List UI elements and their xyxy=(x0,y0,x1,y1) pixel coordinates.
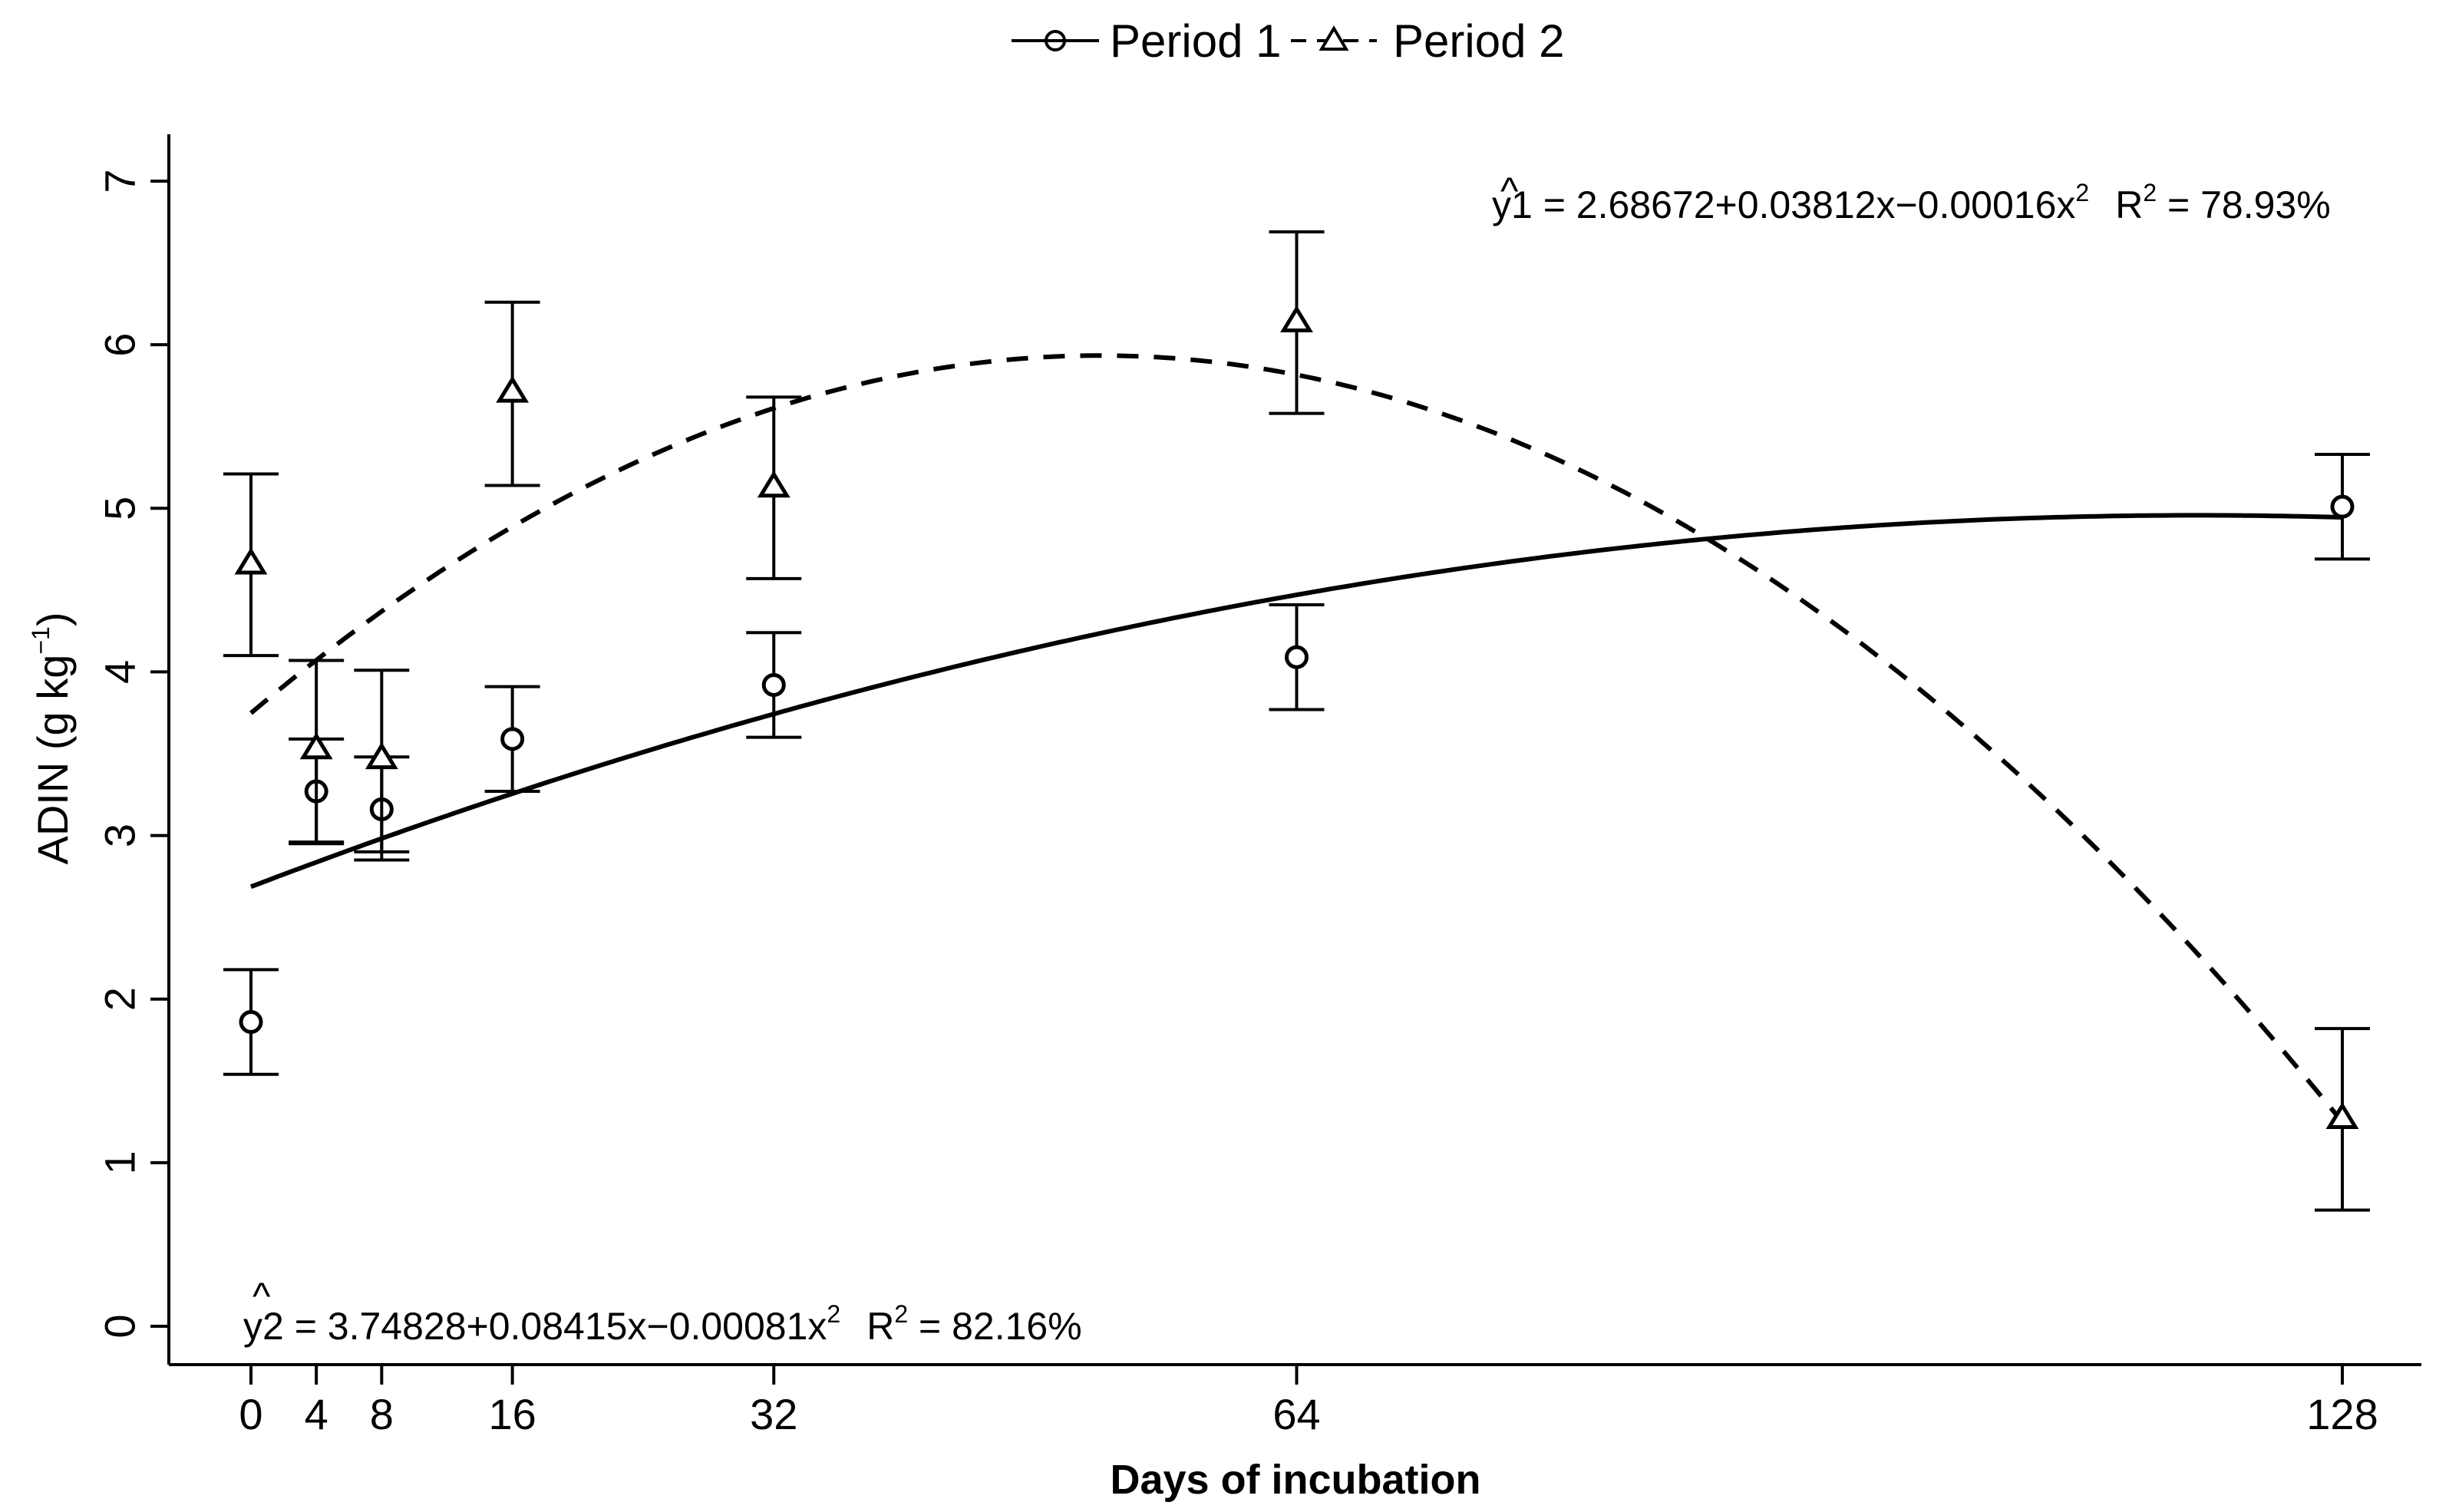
equation-1-text: y1 = 2.68672+0.03812x−0.00016x2 R2 = 78.9… xyxy=(1492,179,2331,226)
fit-curve-period-2 xyxy=(249,353,2345,1124)
equation-2-body: = 3.74828+0.08415x−0.00081x xyxy=(284,1305,827,1348)
equation-1-body: = 2.68672+0.03812x−0.00016x xyxy=(1533,183,2076,226)
legend-marker-circle xyxy=(1045,30,1066,51)
legend: Period 1 Period 2 xyxy=(1012,15,1564,67)
legend-marker-triangle xyxy=(1319,25,1349,51)
y-tick-label: 3 xyxy=(96,824,144,847)
equation-2-hat: ^ xyxy=(252,1275,271,1318)
legend-label-period-1: Period 1 xyxy=(1110,15,1281,67)
data-point-circle xyxy=(761,672,786,697)
x-ticks: 0 4 8 16 32 64 128 xyxy=(239,1365,2378,1438)
data-point-circle xyxy=(2330,494,2355,519)
data-point-circle xyxy=(239,1010,263,1035)
equation-2-r: R xyxy=(866,1305,894,1348)
y-tick-label: 4 xyxy=(96,660,144,684)
fit-curve-period-1 xyxy=(249,513,2343,890)
equation-2-r-exp: 2 xyxy=(894,1300,908,1328)
equation-2-index: 2 xyxy=(262,1305,284,1348)
x-tick-label: 64 xyxy=(1272,1390,1320,1438)
equation-period-1: ^ y1 = 2.68672+0.03812x−0.00016x2 R2 = 78… xyxy=(1492,170,2331,226)
data-point-circle xyxy=(1285,645,1309,669)
data-point-triangle xyxy=(757,470,790,498)
y-axis-title-close: ) xyxy=(28,612,77,627)
y-axis-title: ADIN (g kg−1) xyxy=(27,612,77,865)
y-axis-title-sup: −1 xyxy=(27,626,54,654)
x-tick-label: 32 xyxy=(750,1390,797,1438)
equation-2-text: y2 = 3.74828+0.08415x−0.00081x2 R2 = 82.1… xyxy=(243,1300,1082,1348)
legend-label-period-2: Period 2 xyxy=(1393,15,1564,67)
x-axis-title: Days of incubation xyxy=(1110,1457,1480,1503)
equation-1-r-exp: 2 xyxy=(2143,179,2157,206)
data-point-triangle xyxy=(234,547,268,575)
series-period-2 xyxy=(223,230,2370,1212)
data-point-circle xyxy=(500,727,525,751)
equation-1-hat: ^ xyxy=(1500,170,1519,213)
equation-2-yhat: y xyxy=(243,1305,262,1348)
y-tick-label: 6 xyxy=(96,333,144,357)
x-tick-label: 8 xyxy=(370,1390,394,1438)
equation-1-index: 1 xyxy=(1511,183,1533,226)
series-period-1 xyxy=(223,452,2370,1076)
data-point-triangle xyxy=(2325,1101,2359,1130)
y-ticks: 0 1 2 3 4 5 6 7 xyxy=(96,169,169,1339)
equation-2-exp: 2 xyxy=(827,1300,840,1328)
equation-1-r: R xyxy=(2115,183,2143,226)
y-tick-label: 5 xyxy=(96,497,144,520)
x-tick-label: 0 xyxy=(239,1390,262,1438)
data-point-triangle xyxy=(365,741,398,770)
y-tick-label: 2 xyxy=(96,987,144,1011)
y-tick-label: 1 xyxy=(96,1151,144,1174)
data-point-triangle xyxy=(496,375,530,403)
y-tick-label: 7 xyxy=(96,169,144,193)
data-point-triangle xyxy=(299,731,333,760)
x-tick-label: 16 xyxy=(488,1390,536,1438)
y-axis-title-main: ADIN (g kg xyxy=(28,655,77,865)
y-tick-label: 0 xyxy=(96,1314,144,1338)
equation-2-r2-value: = 82.16% xyxy=(908,1305,1082,1348)
equation-1-exp: 2 xyxy=(2075,179,2089,206)
legend-item-period-2: Period 2 xyxy=(1291,15,1564,67)
legend-item-period-1: Period 1 xyxy=(1012,15,1281,67)
x-tick-label: 4 xyxy=(305,1390,328,1438)
data-point-triangle xyxy=(1280,305,1313,333)
equation-1-yhat: y xyxy=(1492,183,1511,226)
equation-period-2: ^ y2 = 3.74828+0.08415x−0.00081x2 R2 = 82… xyxy=(243,1275,1082,1348)
x-tick-label: 128 xyxy=(2306,1390,2378,1438)
equation-1-r2-value: = 78.93% xyxy=(2157,183,2331,226)
